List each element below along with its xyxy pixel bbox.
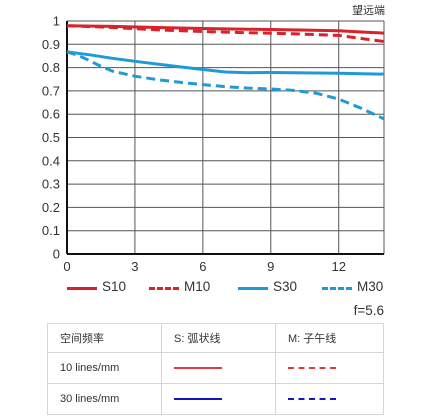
y-tick-label: 0.8 [42,60,60,75]
table-row: 30 lines/mm [47,383,384,415]
y-tick-label: 0.2 [42,200,60,215]
header-sagittal: S: 弧状线 [161,323,276,353]
legend-label-m30: M30 [357,279,384,294]
series-line-s30 [66,50,385,76]
header-meridional: M: 子午线 [275,323,384,353]
frequency-key-table: 空间频率 S: 弧状线 M: 子午线 10 lines/mm 30 lines/… [47,323,384,415]
legend-swatch-s10 [67,287,97,290]
x-tick-label: 0 [63,259,70,274]
chart-title: 望远端 [352,5,385,17]
x-tick-label: 12 [331,259,345,274]
y-tick-label: 1 [53,14,60,29]
sample-line-m10 [288,367,336,370]
y-tick-label: 0.4 [42,153,60,168]
legend-label-m10: M10 [184,279,211,294]
mtf-chart: 0 0.1 0.2 0.3 0.4 0.5 0.6 0.7 0.8 0.9 1 0 3 6 9 12 [42,14,385,274]
y-tick-label: 0.5 [42,130,60,145]
x-tick-label: 6 [199,259,206,274]
sample-line-m30 [288,398,336,401]
legend-label-s30: S30 [273,279,298,294]
f-number-label: f=5.6 [353,303,384,318]
sample-cell-s10 [161,352,276,384]
sample-cell-m10 [275,352,384,384]
series-line-m30 [66,50,385,121]
x-tick-label: 3 [131,259,138,274]
legend-swatch-m30 [322,287,352,290]
sample-line-s10 [174,367,222,370]
sample-cell-m30 [275,383,384,415]
row-label-30: 30 lines/mm [47,383,162,415]
chart-legend: S10 M10 S30 M30 [0,277,430,299]
y-tick-label: 0.9 [42,37,60,52]
legend-swatch-s30 [238,287,268,290]
legend-label-s10: S10 [102,279,127,294]
y-tick-label: 0.1 [42,223,60,238]
sample-cell-s30 [161,383,276,415]
row-label-10: 10 lines/mm [47,352,162,384]
series-line-m10 [66,24,385,43]
series-line-s10 [66,24,385,35]
y-tick-label: 0.6 [42,107,60,122]
legend-swatch-m10 [149,287,179,290]
y-tick-label: 0 [53,247,60,262]
x-tick-label: 9 [267,259,274,274]
table-row: 10 lines/mm [47,352,384,384]
y-tick-label: 0.3 [42,177,60,192]
y-tick-label: 0.7 [42,83,60,98]
table-header-row: 空间频率 S: 弧状线 M: 子午线 [47,323,384,353]
header-frequency: 空间频率 [47,323,162,353]
sample-line-s30 [174,398,222,401]
